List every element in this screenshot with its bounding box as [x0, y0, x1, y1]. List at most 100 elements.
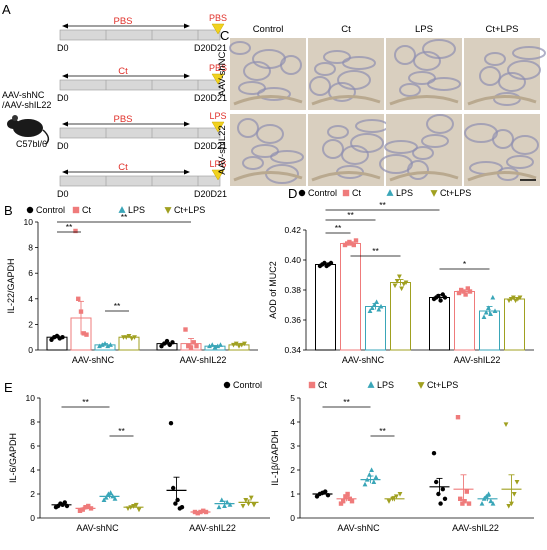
arrow-head-left: [62, 121, 68, 127]
tissue-fold: [479, 66, 501, 86]
data-point: [392, 283, 398, 289]
y-tick-label: 4: [28, 294, 33, 304]
bar: [365, 306, 386, 351]
data-point: [125, 506, 131, 512]
significance-label: **: [347, 210, 354, 220]
legend-label: Ct: [318, 380, 327, 390]
data-point: [466, 501, 472, 506]
chart-E-left: 0 2 4 6 8 10 IL-6/GAPDH AAV-shNC AAV-shIL22 ** **: [8, 393, 270, 533]
data-point: [215, 343, 221, 349]
legend-marker: [430, 190, 438, 197]
data-point: [64, 503, 70, 509]
panel-a-label: A: [2, 2, 11, 17]
significance-label: **: [118, 426, 125, 436]
data-point: [207, 343, 212, 349]
data-point: [369, 467, 375, 472]
data-point: [465, 286, 470, 291]
micrograph-row-label: AAV-shNC: [217, 52, 228, 97]
timeline-bar: [59, 127, 221, 139]
data-point: [378, 303, 384, 309]
data-point: [517, 295, 523, 301]
data-point: [164, 338, 170, 344]
data-point: [242, 341, 247, 347]
data-point: [233, 341, 239, 347]
data-point: [397, 492, 403, 497]
tissue-fold: [394, 45, 416, 65]
tissue-edge: [389, 170, 459, 182]
mouse-body: [13, 119, 43, 137]
data-point: [492, 308, 498, 313]
data-point: [325, 493, 331, 498]
y-tick-label: 2: [30, 489, 35, 499]
data-point: [338, 501, 344, 506]
tissue-fold: [422, 39, 456, 59]
mouse-icon: [7, 115, 50, 145]
tissue-fold: [251, 144, 279, 158]
chart-B: 0 2 4 6 8 10 IL-22/GAPDH AAV-shNC AAV-shIL22 ** **…: [6, 212, 258, 365]
bar: [429, 297, 450, 351]
data-point: [112, 496, 118, 501]
tissue-fold: [512, 46, 546, 60]
significance-label: **: [121, 212, 128, 222]
data-point: [386, 499, 392, 504]
injection-arrow: [211, 23, 225, 35]
data-point: [224, 499, 230, 505]
data-point: [239, 342, 245, 348]
tissue-fold: [412, 146, 434, 160]
arrow-head-right: [184, 121, 190, 127]
data-point: [456, 290, 462, 296]
data-point: [198, 509, 203, 515]
data-point: [506, 504, 512, 509]
group-label: AAV-shNC: [72, 355, 115, 365]
panel-a: A PBS PBS D0 D20D21 Ct PBS D0 D20D21 PBS LPS D0 D20…: [2, 2, 227, 199]
y-tick-label: 0.34: [284, 345, 301, 355]
tissue-fold: [384, 140, 418, 154]
data-point: [219, 497, 225, 502]
tissue-fold: [252, 49, 286, 69]
data-point: [369, 305, 375, 310]
data-point: [103, 494, 109, 500]
y-tick-label: 0.36: [284, 315, 301, 325]
data-point: [227, 502, 233, 507]
group-label: AAV-shIL22: [180, 355, 227, 365]
data-point: [393, 494, 399, 500]
data-point: [371, 479, 377, 484]
data-point: [99, 342, 105, 347]
data-point: [460, 501, 465, 506]
panel-e-label: E: [4, 380, 13, 395]
panel-c: C Control Ct LPS Ct+LPS AAV-shNC AAV-shIL22: [217, 24, 546, 186]
legend-marker: [417, 382, 425, 389]
data-point: [88, 506, 94, 511]
legend-marker: [342, 189, 350, 197]
arrow-head-left: [62, 73, 68, 79]
mouse-head: [7, 119, 19, 129]
y-tick-label: 0.38: [284, 285, 301, 295]
data-point: [394, 279, 400, 284]
bar: [315, 264, 336, 351]
data-point: [110, 493, 116, 499]
mouse-ear: [12, 115, 18, 121]
timeline-bar: [59, 79, 221, 91]
data-point: [77, 508, 83, 513]
data-point: [126, 333, 132, 339]
y-tick-label: 2: [28, 319, 33, 329]
data-point: [105, 343, 111, 349]
tissue-fold: [350, 133, 384, 153]
bar: [390, 282, 411, 351]
data-point: [485, 305, 491, 310]
data-point: [390, 496, 396, 502]
data-point: [194, 343, 199, 349]
data-point: [49, 337, 54, 342]
legend-label: Ct+LPS: [427, 380, 458, 390]
data-point: [458, 496, 463, 501]
group-label: AAV-shNC: [76, 523, 119, 533]
treatment-label: Ct: [118, 66, 128, 77]
bar: [118, 336, 140, 351]
tissue-fold: [256, 124, 284, 144]
data-point: [511, 492, 517, 497]
group-label: AAV-shIL22: [189, 523, 236, 533]
y-tick-label: 1: [290, 489, 295, 499]
y-tick-label: 4: [30, 465, 35, 475]
data-point: [76, 296, 81, 301]
data-point: [195, 511, 200, 516]
